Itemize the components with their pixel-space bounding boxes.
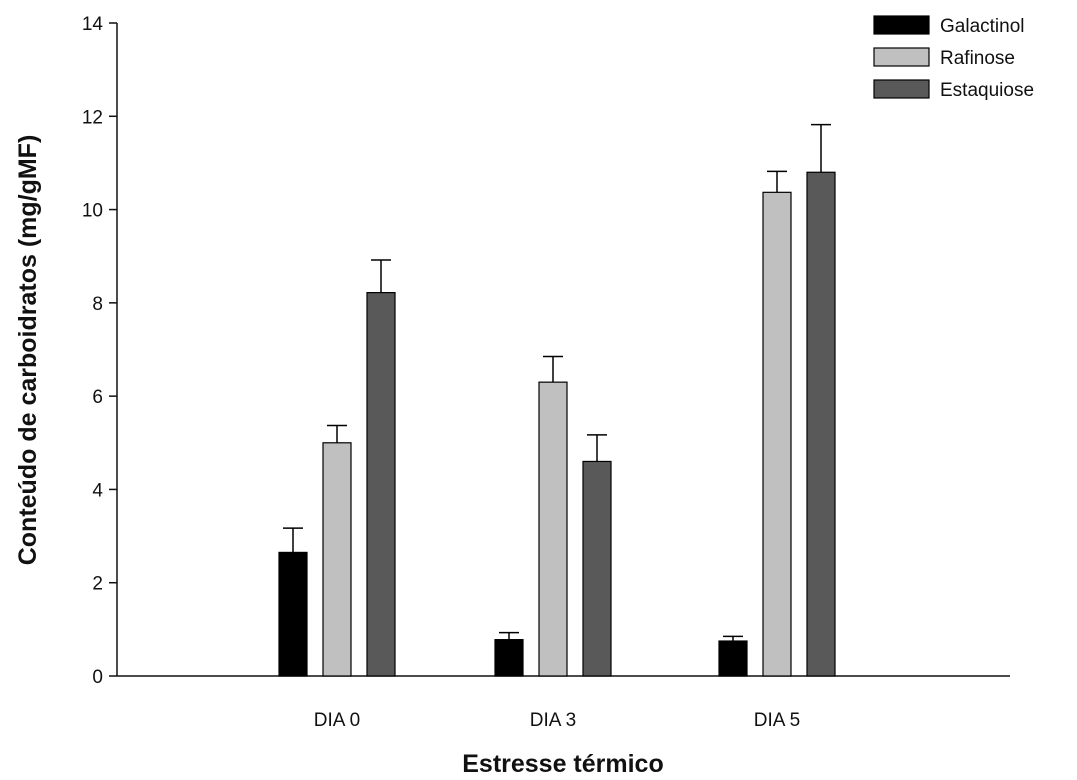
bar: [366, 291, 396, 677]
y-tick-label: 6: [92, 387, 103, 408]
y-tick-label: 2: [92, 574, 103, 595]
bar: [278, 551, 308, 677]
x-category-label: DIA 0: [314, 710, 360, 731]
x-axis-category-labels: DIA 0 DIA 3 DIA 5: [314, 710, 800, 731]
y-axis-ticks: 0 2 4 6 8 10 12 14: [82, 14, 117, 688]
legend-swatch: [873, 15, 930, 35]
series-rafinose: [322, 170, 792, 677]
bar: [322, 442, 352, 677]
bar-series-group: [278, 123, 836, 677]
bar: [494, 639, 524, 677]
bar: [718, 640, 748, 677]
y-tick-label: 14: [82, 14, 104, 35]
bar: [762, 191, 792, 677]
bar: [806, 171, 836, 677]
x-category-label: DIA 3: [530, 710, 576, 731]
legend-label: Galactinol: [940, 16, 1025, 37]
x-category-label: DIA 5: [754, 710, 800, 731]
legend-swatch: [873, 47, 930, 67]
series-estaquiose: [366, 123, 836, 677]
x-axis-title: Estresse térmico: [462, 750, 664, 778]
series-galactinol: [278, 527, 748, 677]
y-tick-label: 0: [92, 667, 103, 688]
y-tick-label: 4: [92, 480, 103, 501]
y-tick-label: 8: [92, 294, 103, 315]
bar: [538, 381, 568, 677]
y-tick-label: 12: [82, 107, 103, 128]
legend-label: Estaquiose: [940, 80, 1034, 101]
bar: [582, 460, 612, 677]
y-axis-title: Conteúdo de carboidratos (mg/gMF): [14, 135, 42, 566]
legend: Galactinol Rafinose Estaquiose: [873, 15, 1034, 101]
legend-label: Rafinose: [940, 48, 1015, 69]
legend-swatch: [873, 79, 930, 99]
y-tick-label: 10: [82, 201, 103, 222]
